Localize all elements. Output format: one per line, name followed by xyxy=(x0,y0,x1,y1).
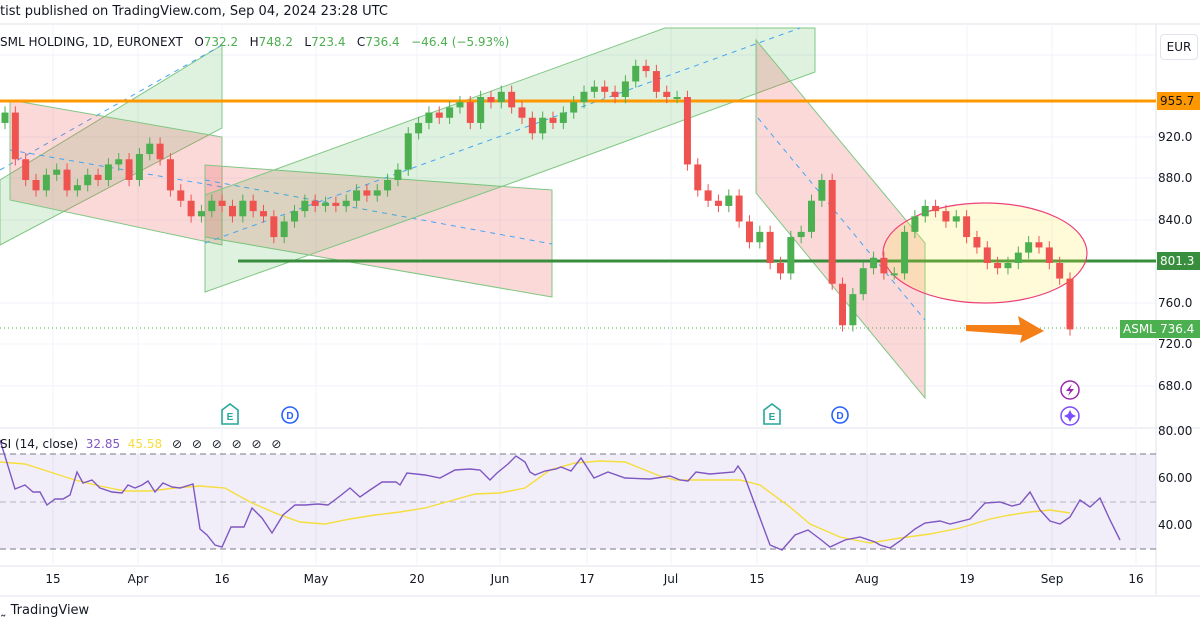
hidden-plot-icon[interactable]: ⊘ xyxy=(171,437,183,451)
resistance-price-tag[interactable]: 955.7 xyxy=(1157,92,1200,110)
time-tick: 20 xyxy=(409,572,425,586)
hidden-plot-icon[interactable]: ⊘ xyxy=(231,437,242,451)
price-tick: 760.0 xyxy=(1158,296,1193,310)
currency-button[interactable]: EUR xyxy=(1160,34,1198,60)
price-tick: 920.0 xyxy=(1158,130,1193,144)
published-caption: tist published on TradingView.com, Sep 0… xyxy=(0,4,388,19)
svg-text:E: E xyxy=(769,412,776,423)
svg-text:D: D xyxy=(836,411,843,422)
earnings-marker-2[interactable]: E xyxy=(763,403,781,425)
time-tick: 17 xyxy=(579,572,595,586)
rsi-ma-value: 45.58 xyxy=(127,437,163,451)
channel-asc-2[interactable] xyxy=(204,27,816,293)
price-tick: 840.0 xyxy=(1158,213,1193,227)
time-tick: 16 xyxy=(214,572,230,586)
high-label: H xyxy=(249,35,259,49)
candlestick-series xyxy=(1,59,1074,336)
tv-logo-icon: ˷ xyxy=(0,603,7,618)
change-value: −46.4 (−5.93%) xyxy=(411,35,510,49)
time-tick: Jun xyxy=(490,572,510,586)
price-tick: 680.0 xyxy=(1158,379,1193,393)
open-label: O xyxy=(194,35,204,49)
rsi-tick: 80.00 xyxy=(1158,424,1193,438)
close-label: C xyxy=(356,35,366,49)
rsi-tick: 60.00 xyxy=(1158,471,1193,485)
tradingview-logo[interactable]: ˷ TradingView xyxy=(0,603,89,618)
channel-desc-3[interactable] xyxy=(755,38,926,400)
time-tick: Apr xyxy=(127,572,149,586)
channel-asc-1[interactable] xyxy=(0,44,223,246)
svg-text:E: E xyxy=(227,412,234,423)
channel-desc-1[interactable] xyxy=(9,99,223,246)
high-value: 748.2 xyxy=(258,35,293,49)
rsi-tick: 40.00 xyxy=(1158,518,1193,532)
hidden-plot-icon[interactable]: ⊘ xyxy=(271,437,282,451)
tv-logo-text: TradingView xyxy=(10,603,90,618)
price-tick: 720.0 xyxy=(1158,337,1193,351)
open-value: 732.2 xyxy=(203,35,239,49)
orange-arrow[interactable] xyxy=(966,316,1044,343)
dividend-marker[interactable]: D xyxy=(281,406,299,424)
time-tick: Jul xyxy=(663,572,679,586)
time-tick: 16 xyxy=(1128,572,1144,586)
support-price-tag[interactable]: 801.3 xyxy=(1157,252,1200,270)
hidden-plot-icon[interactable]: ⊘ xyxy=(191,437,202,451)
hidden-plot-icon[interactable]: ⊘ xyxy=(211,437,222,451)
rsi-legend: SI (14, close) 32.85 45.58 ⊘ ⊘ ⊘ ⊘ ⊘ ⊘ xyxy=(0,437,281,451)
rsi-line xyxy=(0,439,1121,551)
time-tick: May xyxy=(303,572,329,586)
sparkle-icon[interactable] xyxy=(1060,406,1080,426)
grid xyxy=(0,24,1156,566)
svg-text:D: D xyxy=(286,411,293,422)
dividend-marker-2[interactable]: D xyxy=(831,406,849,424)
rsi-value: 32.85 xyxy=(85,437,121,451)
time-tick: Aug xyxy=(855,572,879,586)
low-label: L xyxy=(304,35,312,49)
earnings-marker[interactable]: E xyxy=(221,403,239,425)
last-price-tag[interactable]: 736.4 xyxy=(1157,320,1200,338)
hidden-plot-icon[interactable]: ⊘ xyxy=(251,437,262,451)
rsi-title[interactable]: SI (14, close) xyxy=(0,437,79,451)
time-tick: 19 xyxy=(959,572,975,586)
time-tick: 15 xyxy=(749,572,765,586)
price-tick: 880.0 xyxy=(1158,171,1193,185)
time-tick: Sep xyxy=(1040,572,1064,586)
time-tick: 15 xyxy=(45,572,61,586)
symbol-legend: SML HOLDING, 1D, EURONEXT O732.2 H748.2 … xyxy=(0,35,509,49)
lightning-icon[interactable] xyxy=(1060,380,1080,400)
close-value: 736.4 xyxy=(365,35,400,49)
low-value: 723.4 xyxy=(311,35,346,49)
symbol-title[interactable]: SML HOLDING, 1D, EURONEXT xyxy=(0,35,183,49)
last-symbol-tag: ASML xyxy=(1120,320,1159,338)
